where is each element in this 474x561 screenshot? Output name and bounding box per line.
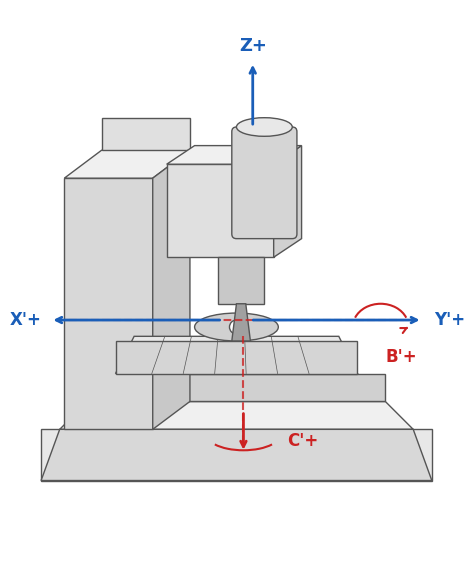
Polygon shape — [167, 146, 301, 164]
Ellipse shape — [237, 118, 292, 136]
Polygon shape — [273, 146, 301, 257]
Polygon shape — [232, 304, 250, 341]
Polygon shape — [88, 374, 385, 402]
Polygon shape — [41, 429, 432, 481]
Text: C'+: C'+ — [288, 432, 319, 450]
Polygon shape — [101, 118, 190, 150]
Polygon shape — [116, 336, 357, 374]
Polygon shape — [116, 341, 357, 374]
Text: Y'+: Y'+ — [434, 311, 465, 329]
Polygon shape — [60, 402, 413, 429]
Polygon shape — [218, 257, 264, 304]
Polygon shape — [41, 429, 432, 481]
FancyBboxPatch shape — [232, 127, 297, 238]
Polygon shape — [64, 178, 153, 429]
Polygon shape — [167, 164, 273, 257]
Text: X'+: X'+ — [9, 311, 41, 329]
Polygon shape — [153, 150, 190, 429]
Ellipse shape — [195, 313, 278, 341]
Polygon shape — [64, 150, 190, 178]
Text: Z+: Z+ — [239, 37, 267, 55]
Polygon shape — [88, 374, 385, 402]
Text: B'+: B'+ — [385, 348, 417, 366]
Circle shape — [229, 320, 244, 334]
